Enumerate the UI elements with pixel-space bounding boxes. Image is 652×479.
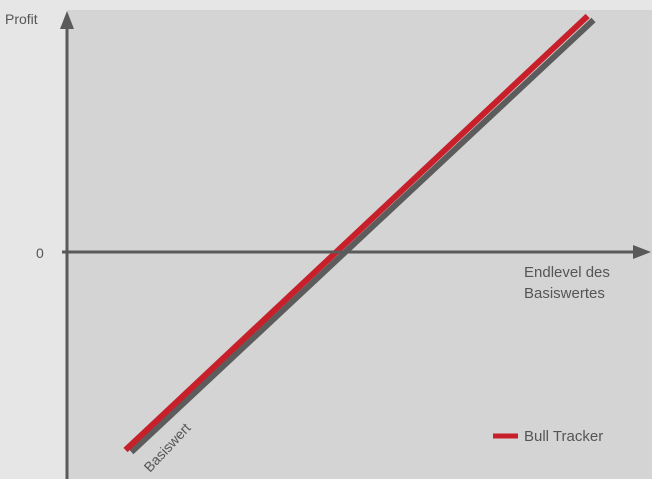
plot-area [67,10,652,479]
series-layer [123,13,596,455]
series-line-bull-tracker [123,13,590,453]
y-axis-arrow [60,11,74,29]
x-axis-arrow [633,245,651,259]
x-axis-label-line-1: Endlevel des [524,264,610,281]
series-line-basiswert [129,17,596,455]
x-axis-label-line-2: Basiswertes [524,285,605,302]
y-tick-label-zero: 0 [36,245,44,261]
y-axis-label: Profit [5,11,38,27]
legend-label-bull-tracker: Bull Tracker [524,428,603,445]
